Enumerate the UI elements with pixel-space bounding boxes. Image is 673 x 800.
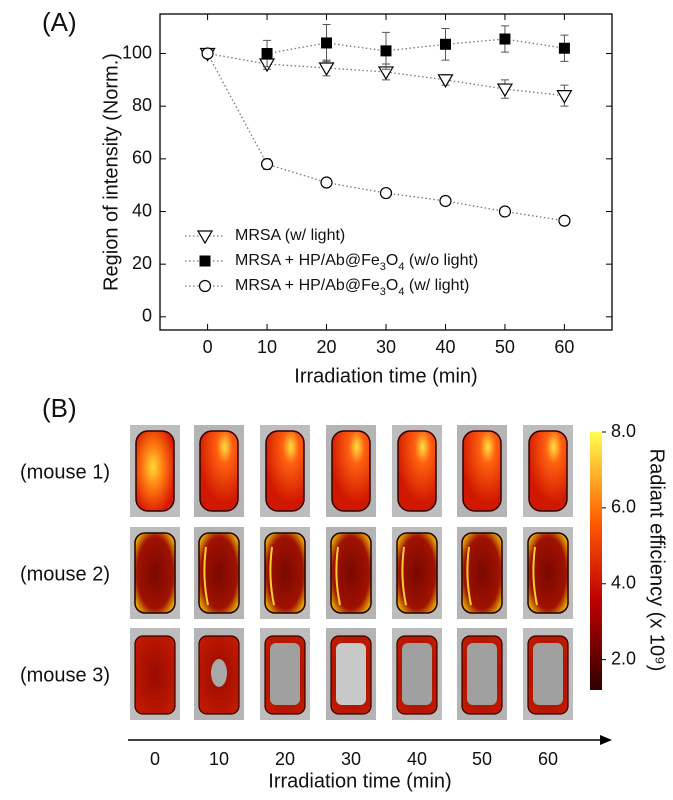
y-axis-label: Region of intensity (Norm.) [100,53,122,291]
image-signal [134,635,176,715]
colorbar-label: Radiant efficiency (x 10⁹) [646,449,668,672]
legend-label: MRSA + HP/Ab@Fe3O4 (w/o light) [235,252,478,273]
colorbar-tick-label: 2.0 [611,648,636,668]
marker [439,38,451,50]
image-rim [466,546,472,606]
panel-label: (A) [42,7,77,37]
x-tick-label: 60 [554,337,574,357]
image-rim [269,546,275,606]
marker [439,194,452,208]
column-label: 20 [275,749,295,769]
marker [260,158,274,171]
image-rim [532,546,538,606]
marker [499,33,511,45]
marker [196,230,214,245]
image-clear [533,643,563,705]
y-tick-label: 80 [132,95,152,115]
row-label: (mouse 1) [20,461,110,483]
image-clear [211,659,227,687]
series-line [266,38,565,55]
colorbar-tick-label: 6.0 [611,497,636,517]
marker [199,255,211,267]
image-clear [270,643,300,705]
colorbar-tick-label: 4.0 [611,573,636,593]
image-signal [264,532,306,614]
marker [498,205,512,218]
row-label: (mouse 2) [20,563,110,585]
image-signal [462,430,502,512]
image-signal [199,430,239,512]
x-axis-label: Irradiation time (min) [268,770,451,792]
image-rim [401,546,407,606]
image-signal [397,430,437,512]
y-tick-label: 40 [132,200,152,220]
legend-label: MRSA + HP/Ab@Fe3O4 (w/ light) [235,277,469,298]
column-label: 60 [538,749,558,769]
marker [320,176,333,189]
colorbar [590,432,602,690]
marker [261,48,273,59]
x-tick-label: 50 [495,337,515,357]
x-tick-label: 30 [376,337,396,357]
image-clear [467,643,497,705]
x-tick-label: 40 [435,337,455,357]
image-signal [528,430,568,512]
image-signal [330,532,372,614]
column-label: 30 [341,749,361,769]
image-rim [203,546,209,606]
column-label: 10 [209,749,229,769]
x-tick-label: 0 [203,337,213,357]
image-signal [331,430,371,512]
marker [321,37,333,49]
image-signal [134,532,176,614]
panel-label: (B) [42,393,77,423]
marker [318,62,335,77]
x-tick-label: 10 [257,337,277,357]
colorbar-tick-label: 8.0 [611,421,636,441]
marker [556,90,573,104]
column-label: 50 [472,749,492,769]
arrow-head [600,735,612,745]
image-clear [402,643,432,705]
legend-label: MRSA (w/ light) [235,227,345,244]
row-label: (mouse 3) [20,664,110,686]
image-clear [336,643,366,705]
image-rim [335,546,341,606]
y-tick-label: 0 [142,306,152,326]
image-signal [461,532,503,614]
marker [496,83,513,98]
marker [558,42,570,54]
marker [201,47,214,60]
marker [558,214,571,227]
image-signal [198,532,240,614]
image-signal [265,430,305,512]
y-tick-label: 100 [122,42,152,62]
column-label: 40 [407,749,427,769]
marker [437,74,454,89]
x-axis-label: Irradiation time (min) [294,365,477,387]
image-signal [396,532,438,614]
y-tick-label: 60 [132,148,152,168]
y-tick-label: 20 [132,253,152,273]
image-signal [135,430,175,512]
column-label: 0 [150,749,160,769]
marker [198,279,212,293]
marker [379,186,393,200]
marker [380,45,392,57]
image-signal [527,532,569,614]
x-tick-label: 20 [317,337,337,357]
